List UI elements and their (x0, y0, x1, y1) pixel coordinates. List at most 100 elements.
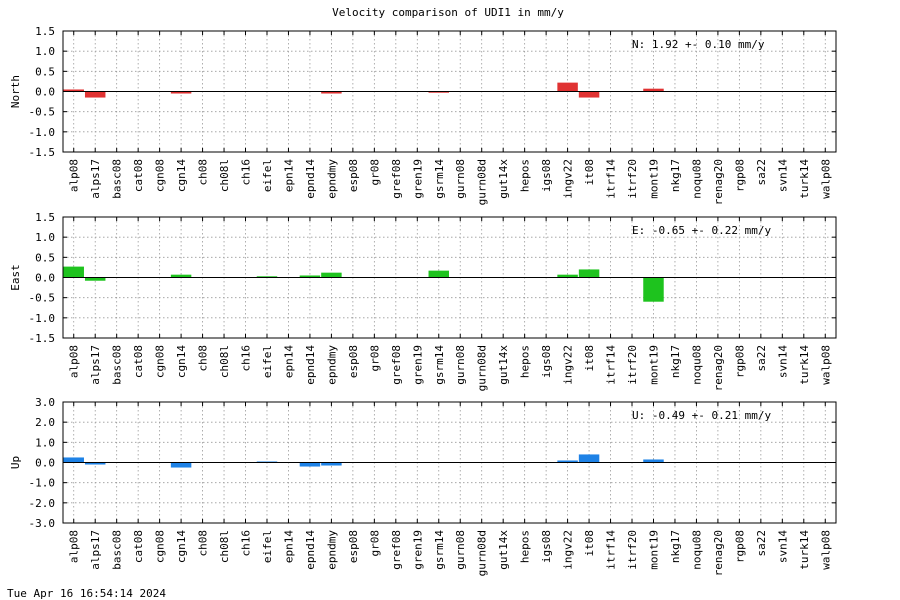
category-label-turk14: turk14 (798, 530, 811, 570)
y-tick-label: 1.0 (35, 436, 55, 449)
category-label-igs08: igs08 (540, 530, 553, 563)
bar-gsrm14 (428, 270, 449, 278)
category-label-svn14: svn14 (776, 159, 789, 192)
category-label-alp08: alp08 (68, 159, 81, 192)
category-label-noqu08: noqu08 (690, 345, 703, 385)
category-label-sa22: sa22 (755, 159, 768, 186)
category-label-gurn08d: gurn08d (476, 530, 489, 576)
category-label-noqu08: noqu08 (690, 530, 703, 570)
category-label-walp08: walp08 (819, 530, 832, 570)
chart-title: Velocity comparison of UDI1 in mm/y (332, 6, 564, 19)
category-label-it08: it08 (583, 345, 596, 372)
y-tick-label: 1.0 (35, 45, 55, 58)
category-label-gr08: gr08 (368, 530, 381, 557)
bar-epndmy (321, 272, 342, 278)
category-label-hepos: hepos (519, 345, 532, 378)
category-label-cgn14: cgn14 (175, 530, 188, 563)
bar-ingv22 (557, 274, 578, 278)
y-tick-label: 0.5 (35, 65, 55, 78)
category-label-ch08: ch08 (197, 345, 210, 372)
category-label-renag20: renag20 (712, 345, 725, 391)
category-label-alp08: alp08 (68, 345, 81, 378)
category-label-eifel: eifel (261, 530, 274, 563)
category-label-ch08l: ch08l (218, 345, 231, 378)
bar-mont19 (643, 459, 664, 463)
category-label-gren19: gren19 (411, 159, 424, 199)
plot-frame (62, 401, 837, 524)
category-label-it08: it08 (583, 530, 596, 557)
category-label-basc08: basc08 (111, 159, 124, 199)
bar-eifel (256, 276, 278, 278)
bar-gsrm14 (428, 91, 449, 93)
bar-mont19 (643, 277, 664, 302)
y-axis-label: East (9, 264, 22, 291)
category-label-ch08l: ch08l (218, 530, 231, 563)
category-label-cgn08: cgn08 (154, 159, 167, 192)
velocity-annotation: N: 1.92 +- 0.10 mm/y (632, 38, 765, 51)
category-label-gref08: gref08 (390, 345, 403, 385)
category-label-gut14x: gut14x (497, 159, 510, 199)
category-label-gr08: gr08 (368, 159, 381, 186)
category-label-epn14: epn14 (282, 530, 295, 563)
category-label-cgn08: cgn08 (154, 530, 167, 563)
category-label-mont19: mont19 (647, 345, 660, 385)
category-label-alp08: alp08 (68, 530, 81, 563)
category-label-epndmy: epndmy (325, 159, 338, 199)
y-tick-label: -3.0 (29, 517, 56, 530)
category-label-itrf14: itrf14 (605, 345, 618, 385)
category-label-itrf20: itrf20 (626, 530, 639, 570)
category-label-eifel: eifel (261, 345, 274, 378)
panel-north: 1.5 1.0 0.5 0.0 -0.5 -1.0 -1.5 alp08 alps17 basc0… (9, 25, 837, 205)
category-label-alps17: alps17 (89, 345, 102, 385)
category-label-gref08: gref08 (390, 530, 403, 570)
bar-mont19 (643, 88, 664, 92)
y-tick-label: 3.0 (35, 396, 55, 409)
panel-east: 1.5 1.0 0.5 0.0 -0.5 -1.0 -1.5 alp08 alps17 basc0… (9, 211, 837, 391)
category-label-ch16: ch16 (240, 159, 253, 186)
bar-cgn14 (170, 91, 192, 94)
category-label-sa22: sa22 (755, 345, 768, 372)
category-label-mont19: mont19 (647, 530, 660, 570)
velocity-annotation: U: -0.49 +- 0.21 mm/y (632, 409, 771, 422)
category-label-gurn08: gurn08 (454, 530, 467, 570)
category-label-ch08: ch08 (197, 530, 210, 557)
category-label-svn14: svn14 (776, 345, 789, 378)
category-label-cat08: cat08 (132, 345, 145, 378)
y-tick-label: -1.5 (29, 146, 56, 159)
y-tick-label: -1.0 (29, 477, 56, 490)
category-label-itrf20: itrf20 (626, 345, 639, 385)
y-tick-label: 0.0 (35, 272, 55, 285)
category-label-nkg17: nkg17 (669, 530, 682, 563)
category-label-cgn14: cgn14 (175, 345, 188, 378)
bar-cgn14 (170, 274, 192, 278)
category-label-gurn08d: gurn08d (476, 345, 489, 391)
category-label-cat08: cat08 (132, 530, 145, 563)
category-label-noqu08: noqu08 (690, 159, 703, 199)
y-tick-label: 0.0 (35, 457, 55, 470)
category-label-ch08l: ch08l (218, 159, 231, 192)
timestamp: Tue Apr 16 16:54:14 2024 (7, 587, 166, 600)
category-label-alps17: alps17 (89, 530, 102, 570)
category-label-gut14x: gut14x (497, 530, 510, 570)
category-label-ch16: ch16 (240, 345, 253, 372)
category-label-esp08: esp08 (347, 530, 360, 563)
bar-ingv22 (557, 460, 578, 463)
category-label-renag20: renag20 (712, 530, 725, 576)
bar-epndmy (321, 91, 342, 94)
category-label-basc08: basc08 (111, 345, 124, 385)
y-tick-label: -1.5 (29, 332, 56, 345)
category-label-gut14x: gut14x (497, 345, 510, 385)
category-label-gren19: gren19 (411, 530, 424, 570)
category-label-igs08: igs08 (540, 345, 553, 378)
category-label-gref08: gref08 (390, 159, 403, 199)
category-label-renag20: renag20 (712, 159, 725, 205)
y-axis-label: Up (9, 456, 22, 469)
y-tick-label: -1.0 (29, 312, 56, 325)
category-label-turk14: turk14 (798, 345, 811, 385)
category-label-ch08: ch08 (197, 159, 210, 186)
category-label-rgp08: rgp08 (733, 159, 746, 192)
plot-frame (62, 216, 837, 339)
category-label-esp08: esp08 (347, 345, 360, 378)
panel-up: 3.0 2.0 1.0 0.0 -1.0 -2.0 -3.0 alp08 alps17 basc0… (9, 396, 837, 576)
y-tick-label: 2.0 (35, 416, 55, 429)
